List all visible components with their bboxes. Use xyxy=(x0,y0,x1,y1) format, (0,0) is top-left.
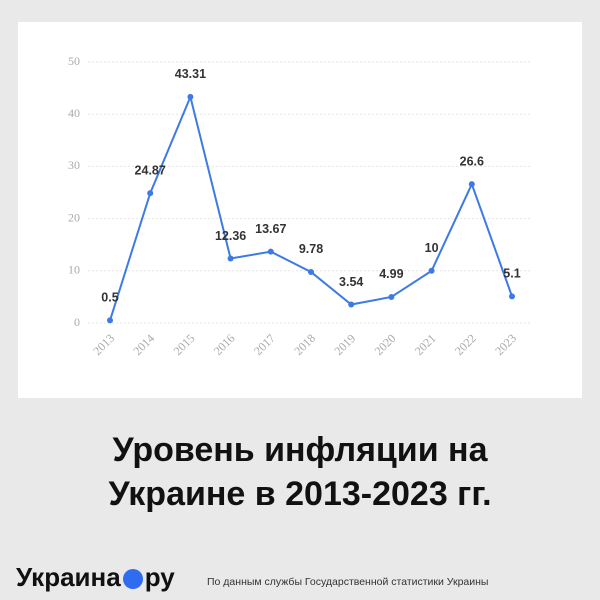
value-label: 13.67 xyxy=(255,222,286,236)
point xyxy=(509,293,515,300)
y-tick-label: 40 xyxy=(68,106,80,120)
value-label: 9.78 xyxy=(299,242,323,256)
point xyxy=(267,248,274,255)
point xyxy=(227,255,234,262)
value-label: 3.54 xyxy=(339,275,363,289)
value-label: 43.31 xyxy=(175,67,206,81)
point xyxy=(308,268,314,275)
y-tick-label: 20 xyxy=(68,210,80,224)
value-label: 4.99 xyxy=(379,267,403,281)
point xyxy=(468,181,475,188)
logo-dot xyxy=(122,568,143,589)
logo: Украина ру xyxy=(16,562,175,593)
point xyxy=(348,301,355,308)
source-note: По данным службы Государственной статист… xyxy=(207,576,489,588)
chart-card xyxy=(18,22,582,398)
y-tick-label: 0 xyxy=(74,315,80,329)
value-label: 24.87 xyxy=(135,163,166,177)
value-label: 12.36 xyxy=(215,229,246,243)
y-tick-label: 10 xyxy=(68,263,80,277)
y-tick-label: 50 xyxy=(68,54,80,68)
logo-text: Украина xyxy=(16,562,121,592)
point xyxy=(388,293,395,300)
value-label: 0.5 xyxy=(101,291,118,305)
value-label: 5.1 xyxy=(503,267,520,281)
logo-text: ру xyxy=(144,562,175,592)
point xyxy=(187,93,194,100)
point xyxy=(428,267,435,274)
point xyxy=(147,190,154,197)
chart-title: Уровень инфляции на Украине в 2013-2023 … xyxy=(108,431,492,513)
value-label: 26.6 xyxy=(460,154,484,168)
y-tick-label: 30 xyxy=(68,158,80,172)
value-label: 10 xyxy=(425,241,439,255)
point xyxy=(107,317,113,324)
